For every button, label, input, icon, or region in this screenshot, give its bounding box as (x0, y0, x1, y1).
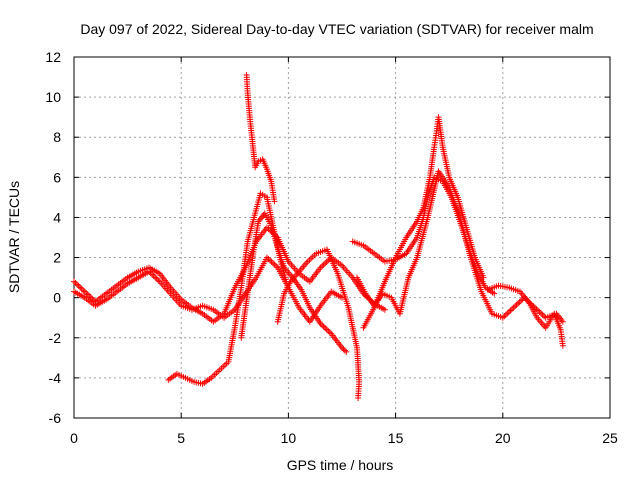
data-point (71, 278, 77, 285)
data-point (512, 303, 519, 310)
data-point (355, 394, 362, 401)
y-axis-label: SDTVAR / TECUs (6, 181, 22, 293)
data-point (153, 275, 160, 282)
data-point (273, 263, 280, 270)
data-point (507, 307, 514, 314)
data-point (505, 308, 512, 315)
data-point (78, 285, 85, 292)
data-point (322, 260, 329, 267)
y-tick-label: 6 (53, 169, 61, 185)
data-point (77, 284, 84, 291)
series-sat-track-1 (71, 224, 388, 325)
y-tick-label: 10 (45, 89, 61, 105)
data-point (535, 307, 542, 314)
data-point (74, 281, 81, 288)
series-sat-track-9 (354, 168, 566, 325)
data-point (480, 274, 487, 281)
data-point (271, 198, 278, 205)
series-sat-track-5 (238, 210, 350, 355)
data-point (320, 261, 327, 268)
x-tick-label: 20 (495, 430, 511, 446)
y-tick-label: 4 (53, 209, 61, 225)
axis-ticks: 0 5 10 15 20 25 -6 -4 -2 0 2 4 6 8 10 12 (45, 49, 618, 446)
data-point (513, 301, 520, 308)
data-point (323, 326, 330, 333)
y-tick-label: 12 (45, 49, 61, 65)
series-sat-track-10 (484, 282, 566, 349)
series-sat-track-4 (243, 72, 278, 205)
x-tick-label: 10 (281, 430, 297, 446)
data-point (559, 318, 566, 325)
data-point (381, 306, 388, 313)
data-point (515, 300, 522, 307)
plot-frame (73, 56, 611, 419)
x-tick-label: 0 (70, 430, 78, 446)
data-point (340, 346, 347, 353)
x-tick-label: 15 (388, 430, 404, 446)
data-points (71, 72, 566, 401)
data-point (510, 304, 517, 311)
data-point (320, 323, 327, 330)
y-tick-label: -4 (49, 370, 62, 386)
data-point (80, 287, 87, 294)
data-point (322, 325, 329, 332)
data-point (341, 347, 348, 354)
data-point (508, 306, 515, 313)
data-point (155, 277, 162, 284)
y-tick-label: 8 (53, 129, 61, 145)
series-sat-track-6 (274, 246, 363, 401)
data-point (325, 327, 332, 334)
data-point (502, 311, 509, 318)
chart-title: Day 097 of 2022, Sidereal Day-to-day VTE… (80, 21, 593, 37)
data-point (270, 260, 277, 267)
data-point (152, 274, 159, 281)
x-tick-label: 25 (602, 430, 618, 446)
data-point (539, 311, 546, 318)
data-point (343, 348, 350, 355)
data-point (319, 322, 326, 329)
y-tick-label: -6 (49, 410, 62, 426)
data-point (326, 329, 333, 336)
data-point (72, 280, 79, 287)
y-tick-label: 0 (53, 290, 61, 306)
data-point (504, 310, 511, 317)
data-point (268, 258, 275, 265)
data-point (75, 282, 82, 289)
x-axis-label: GPS time / hours (287, 457, 394, 473)
grid-lines (74, 57, 610, 418)
data-point (339, 344, 345, 351)
y-tick-label: 2 (53, 250, 61, 266)
data-point (491, 290, 498, 297)
data-point (541, 313, 548, 320)
data-point (559, 342, 566, 349)
x-tick-label: 5 (177, 430, 185, 446)
data-point (267, 257, 274, 264)
data-point (83, 290, 90, 297)
data-point (516, 298, 523, 305)
data-point (501, 313, 508, 320)
data-point (319, 263, 326, 270)
y-tick-label: -2 (49, 330, 62, 346)
data-point (271, 261, 278, 268)
